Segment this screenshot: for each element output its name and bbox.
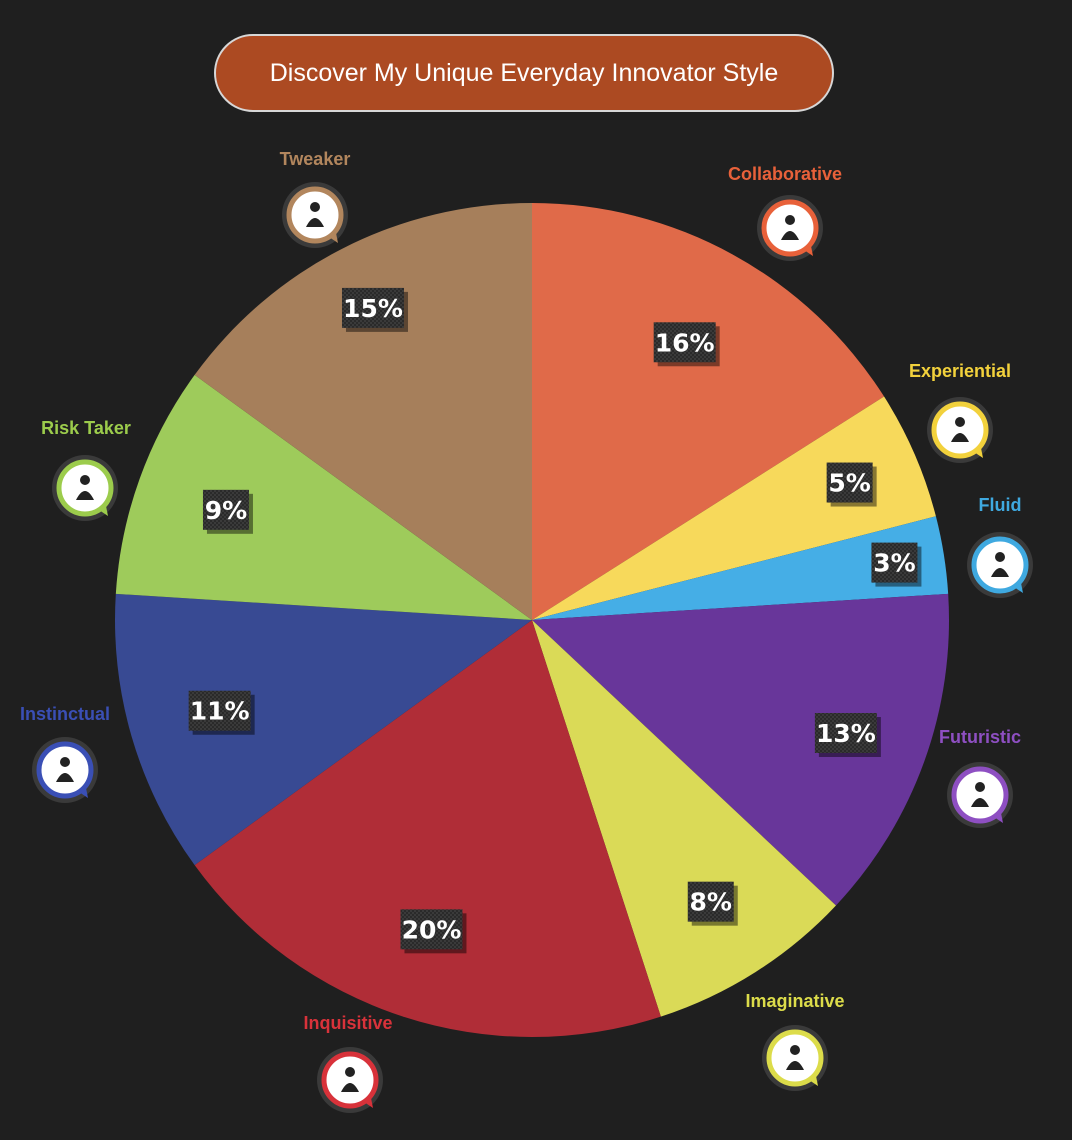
value-label-experiential: 5% [826, 462, 877, 507]
value-label-imaginative: 8% [687, 881, 738, 926]
category-label-tweaker: Tweaker [280, 149, 351, 169]
value-label-text: 13% [816, 719, 876, 748]
value-label-tweaker: 15% [341, 287, 408, 332]
pie-slice-experiential [532, 396, 936, 620]
icon-figure-body [781, 231, 799, 240]
icon-speech-tail [364, 1098, 373, 1108]
pie-slice-futuristic [532, 593, 949, 906]
icon-figure-body [306, 218, 324, 227]
value-label-text: 5% [828, 469, 870, 498]
value-label-text: 8% [690, 888, 732, 917]
value-label-text: 16% [655, 328, 715, 357]
inquisitive-question-icon [321, 1051, 379, 1109]
icon-figure-head [955, 417, 965, 427]
badge-inquisitive: Inquisitive [303, 1013, 393, 1113]
pie-value-labels: 16% 5% 3% 13% 8% 20% 11% 9% 15% [188, 287, 922, 954]
futuristic-person-icon [951, 766, 1009, 824]
pie-slices [114, 203, 949, 1037]
badge-experiential: Experiential [909, 361, 1011, 463]
category-label-fluid: Fluid [979, 495, 1022, 515]
category-label-risk-taker: Risk Taker [41, 418, 131, 438]
value-label-inquisitive: 20% [400, 909, 467, 954]
value-label-box [202, 489, 249, 530]
value-label-box [341, 287, 404, 328]
category-label-inquisitive: Inquisitive [303, 1013, 392, 1033]
icon-speech-tail [99, 506, 108, 516]
value-label-box [188, 690, 251, 731]
icon-figure-head [785, 215, 795, 225]
category-label-futuristic: Futuristic [939, 727, 1021, 747]
category-label-experiential: Experiential [909, 361, 1011, 381]
value-label-futuristic: 13% [814, 713, 881, 758]
icon-speech-tail [804, 246, 813, 256]
value-label-box [687, 881, 734, 922]
value-label-collaborative: 16% [653, 322, 720, 367]
fluid-s-icon [971, 536, 1029, 594]
value-label-text: 15% [343, 294, 403, 323]
badge-tweaker: Tweaker [280, 149, 351, 248]
value-label-instinctual: 11% [188, 690, 255, 735]
value-label-box [653, 322, 716, 363]
icon-figure-body [951, 433, 969, 442]
badge-collaborative: Collaborative [728, 164, 842, 261]
value-label-text: 9% [205, 496, 247, 525]
icon-figure-head [790, 1045, 800, 1055]
badge-futuristic: Futuristic [939, 727, 1021, 828]
badge-fluid: Fluid [967, 495, 1033, 598]
pie-slice-fluid [532, 516, 949, 620]
value-label-box [400, 909, 463, 950]
icon-speech-tail [329, 233, 338, 243]
icon-speech-tail [79, 788, 88, 798]
imaginative-head-icon [766, 1029, 824, 1087]
pie-slice-imaginative [532, 620, 836, 1017]
meditation-icon [36, 741, 94, 799]
icon-figure-body [971, 798, 989, 807]
icon-figure-head [310, 202, 320, 212]
collaborative-people-icon [761, 199, 819, 257]
pie-slice-risk-taker [115, 374, 533, 620]
pie-slice-tweaker [194, 203, 533, 620]
value-label-text: 20% [402, 915, 462, 944]
icon-figure-body [991, 568, 1009, 577]
category-label-collaborative: Collaborative [728, 164, 842, 184]
pie-slice-collaborative [532, 203, 885, 620]
value-label-text: 3% [873, 549, 915, 578]
icon-figure-head [60, 757, 70, 767]
discover-style-button[interactable]: Discover My Unique Everyday Innovator St… [214, 34, 834, 112]
value-label-box [814, 713, 877, 754]
badge-imaginative: Imaginative [745, 991, 845, 1091]
tweaker-board-icon [286, 186, 344, 244]
icon-speech-tail [994, 813, 1003, 823]
badge-risk-taker: Risk Taker [41, 418, 131, 521]
value-label-text: 11% [190, 697, 250, 726]
value-label-box [826, 462, 873, 503]
icon-figure-body [56, 773, 74, 782]
icon-speech-tail [1014, 583, 1023, 593]
value-label-risk-taker: 9% [202, 489, 253, 534]
value-label-fluid: 3% [871, 542, 922, 587]
badge-instinctual: Instinctual [20, 704, 110, 803]
icon-speech-tail [809, 1076, 818, 1086]
icon-figure-head [995, 552, 1005, 562]
icon-figure-head [975, 782, 985, 792]
category-label-imaginative: Imaginative [745, 991, 844, 1011]
icon-figure-head [345, 1067, 355, 1077]
icon-speech-tail [974, 448, 983, 458]
icon-figure-head [80, 475, 90, 485]
cliff-climber-icon [56, 459, 114, 517]
value-label-box [871, 542, 918, 583]
icon-figure-body [341, 1083, 359, 1092]
parachute-icon [931, 401, 989, 459]
category-label-instinctual: Instinctual [20, 704, 110, 724]
icon-figure-body [76, 491, 94, 500]
pie-slice-inquisitive [194, 620, 661, 1037]
category-badges: Collaborative Experiential Fluid Futuristic… [20, 149, 1033, 1113]
pie-slice-instinctual [114, 593, 532, 866]
icon-figure-body [786, 1061, 804, 1070]
